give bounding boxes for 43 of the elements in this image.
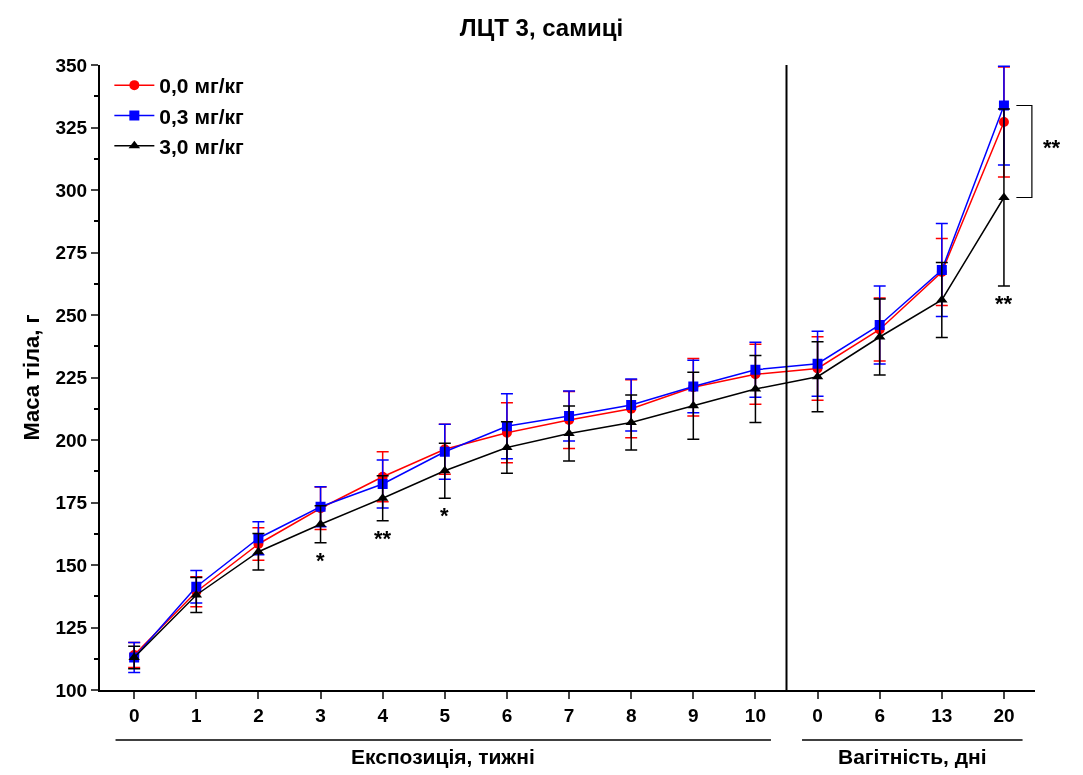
annotation: ** (1043, 135, 1061, 160)
point (439, 465, 451, 474)
y-axis-title: Маса тіла, г (18, 314, 44, 441)
legend-label: 0,0 мг/кг (159, 74, 244, 98)
text: Вагітність, дні (838, 745, 987, 768)
x-tick-label: 4 (377, 704, 389, 726)
y-tick-label: 325 (55, 117, 88, 139)
x-tick-label: 0 (128, 704, 140, 726)
chart-title: ЛЦТ 3, самиці (459, 14, 624, 42)
annotation: ** (374, 526, 392, 551)
x-tick-label: 20 (993, 704, 1015, 726)
x-tick-label: 9 (688, 704, 699, 726)
point (750, 364, 761, 375)
y-tick-label: 150 (55, 554, 88, 576)
y-tick-label: 350 (55, 54, 88, 76)
y-tick-label: 175 (55, 492, 88, 514)
x-tick-label: 3 (315, 704, 326, 726)
point (874, 320, 885, 330)
annotation: * (316, 548, 325, 573)
y-tick-label: 250 (55, 304, 88, 326)
y-tick-label: 275 (55, 242, 88, 264)
x-tick-label: 0 (812, 704, 823, 726)
annotation: * (440, 503, 449, 528)
x-tick-label: 6 (501, 704, 513, 726)
y-tick-label: 225 (55, 367, 88, 389)
y-tick-label: 200 (55, 429, 88, 451)
y-tick-label: 300 (55, 179, 88, 201)
x-tick-label: 2 (253, 704, 264, 726)
x-tick-label: 8 (625, 704, 637, 726)
x-tick-label: 10 (744, 704, 766, 726)
legend-label: 3,0 мг/кг (159, 134, 244, 158)
x-tick-label: 1 (191, 704, 203, 726)
text: Експозиція, тижні (351, 745, 535, 768)
y-tick-label: 125 (55, 617, 88, 639)
x-tick-label: 13 (931, 704, 953, 726)
point (377, 479, 388, 489)
point (812, 358, 823, 369)
legend-label: 0,3 мг/кг (159, 104, 244, 128)
y-tick-label: 100 (55, 679, 88, 701)
x-tick-label: 7 (563, 704, 575, 726)
annotation: ** (995, 291, 1013, 316)
x-tick-label: 5 (439, 704, 451, 726)
x-tick-label: 6 (874, 704, 885, 726)
